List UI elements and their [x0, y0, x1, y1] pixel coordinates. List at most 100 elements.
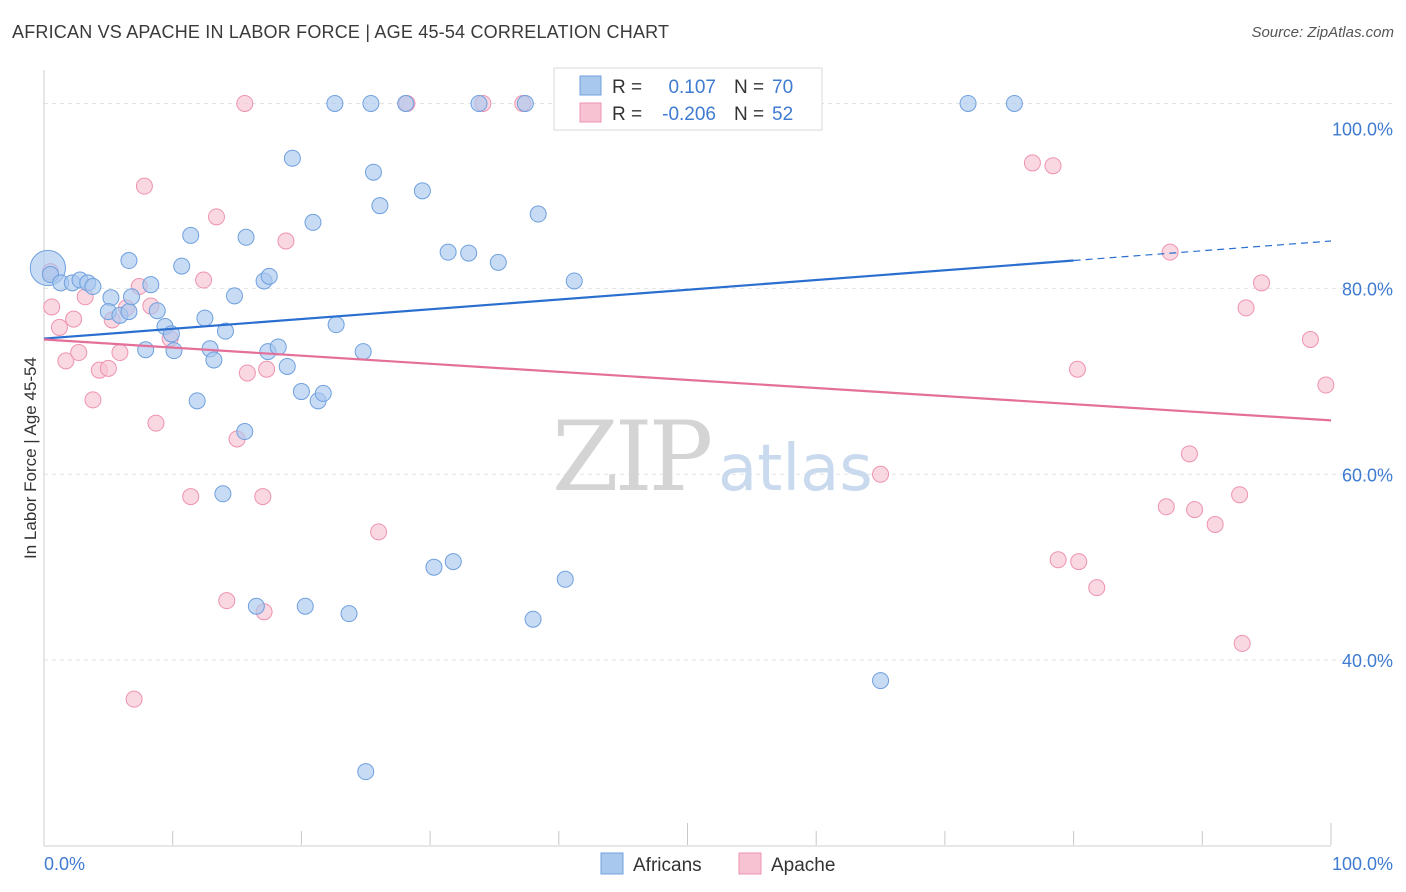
- y-tick-label-80: 80.0%: [1342, 279, 1393, 299]
- africans-point: [214, 485, 232, 503]
- apache-point: [277, 232, 295, 250]
- africans-point: [292, 383, 310, 401]
- apache-point: [182, 488, 200, 506]
- stats-africans-r-value: 0.107: [668, 77, 716, 98]
- apache-point: [1253, 274, 1271, 292]
- africans-point: [439, 243, 457, 261]
- apache-point: [70, 344, 88, 362]
- watermark-atlas: atlas: [718, 432, 873, 506]
- apache-point: [99, 359, 117, 377]
- africans-point: [470, 94, 488, 112]
- stats-swatch-africans: [579, 75, 602, 96]
- africans-point: [247, 597, 265, 615]
- apache-point: [370, 523, 388, 541]
- stats-box: R = 0.107 N = 70 R = -0.206 N = 52: [553, 67, 823, 131]
- apache-point: [57, 352, 75, 370]
- x-tick-label-min: 0.0%: [44, 854, 85, 874]
- apache-point: [135, 177, 153, 195]
- africans-point: [165, 342, 183, 360]
- stats-africans-n-label: N =: [734, 77, 764, 98]
- africans-point: [260, 267, 278, 285]
- africans-point: [148, 302, 166, 320]
- africans-point: [216, 322, 234, 340]
- africans-point: [357, 763, 375, 781]
- apache-point: [195, 271, 213, 289]
- africans-point: [120, 303, 138, 321]
- apache-point: [1068, 360, 1086, 378]
- stats-apache-r-value: -0.206: [662, 104, 716, 125]
- legend-label-africans: Africans: [633, 855, 702, 876]
- stats-apache-r-label: R =: [612, 104, 642, 125]
- y-axis-label: In Labor Force | Age 45-54: [21, 357, 40, 559]
- y-tick-label-60: 60.0%: [1342, 465, 1393, 485]
- africans-trend-line: [43, 259, 1074, 340]
- apache-point: [1301, 331, 1319, 349]
- apache-point: [238, 364, 256, 382]
- legend: Africans Apache: [600, 852, 835, 876]
- apache-point: [258, 360, 276, 378]
- apache-point: [1186, 501, 1204, 519]
- apache-point: [111, 344, 129, 362]
- africans-point: [237, 228, 255, 246]
- apache-point: [254, 488, 272, 506]
- africans-point: [371, 197, 389, 215]
- stats-swatch-apache: [579, 102, 602, 123]
- apache-point: [50, 318, 68, 336]
- africans-point: [314, 384, 332, 402]
- africans-point: [524, 610, 542, 628]
- watermark: ZIP atlas: [552, 401, 873, 513]
- legend-label-apache: Apache: [771, 855, 835, 876]
- apache-trend-line: [43, 338, 1332, 422]
- apache-point: [1088, 579, 1106, 597]
- africans-point: [872, 672, 890, 690]
- x-axis-ticks: [172, 823, 1332, 845]
- trend-lines: [43, 240, 1332, 422]
- legend-swatch-apache: [738, 852, 762, 875]
- africans-point: [188, 392, 206, 410]
- y-tick-labels: 40.0% 60.0% 80.0% 100.0%: [1332, 120, 1393, 672]
- apache-point: [872, 465, 890, 483]
- apache-point: [1233, 634, 1251, 652]
- africans-point: [565, 272, 583, 290]
- watermark-zip: ZIP: [552, 401, 711, 513]
- africans-point: [142, 276, 160, 294]
- africans-point: [120, 252, 138, 270]
- africans-point: [269, 338, 287, 356]
- africans-point: [304, 213, 322, 231]
- africans-point: [182, 226, 200, 244]
- africans-point: [362, 94, 380, 112]
- apache-point: [1237, 299, 1255, 317]
- y-tick-label-100: 100.0%: [1332, 120, 1393, 140]
- legend-swatch-africans: [600, 852, 624, 875]
- apache-point: [1070, 553, 1088, 571]
- chart-title: AFRICAN VS APACHE IN LABOR FORCE | AGE 4…: [12, 22, 670, 42]
- apache-point: [1023, 154, 1041, 172]
- africans-point: [296, 597, 314, 615]
- africans-point: [413, 182, 431, 200]
- y-tick-label-40: 40.0%: [1342, 651, 1393, 671]
- apache-point: [1157, 498, 1175, 516]
- source-credit: Source: ZipAtlas.com: [1251, 24, 1394, 41]
- africans-point: [489, 253, 507, 271]
- apache-point: [207, 208, 225, 226]
- africans-point: [196, 309, 214, 327]
- africans-point: [137, 341, 155, 359]
- africans-point: [173, 257, 191, 275]
- apache-point: [65, 310, 83, 328]
- africans-point: [556, 570, 574, 588]
- africans-point: [84, 278, 102, 296]
- stats-apache-n-label: N =: [734, 104, 764, 125]
- africans-point: [205, 351, 223, 369]
- apache-point: [43, 298, 61, 316]
- africans-point: [516, 94, 534, 112]
- apache-point: [1044, 157, 1062, 175]
- africans-point: [460, 244, 478, 262]
- africans-point: [102, 289, 120, 307]
- apache-point: [1231, 486, 1249, 504]
- apache-point: [218, 592, 236, 610]
- africans-point: [283, 149, 301, 167]
- stats-africans-r-label: R =: [612, 77, 642, 98]
- africans-points: [29, 94, 1023, 781]
- africans-point: [397, 94, 415, 112]
